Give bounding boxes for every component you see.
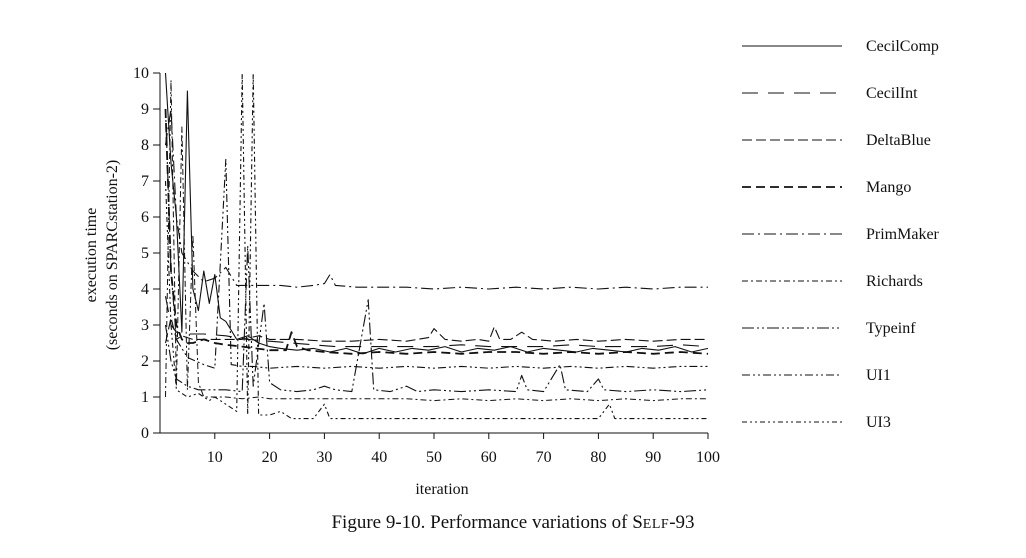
y-tick-label: 10 (133, 65, 149, 82)
caption-prefix: Figure 9-10. Performance variations of (331, 512, 633, 533)
y-tick-label: 2 (141, 353, 149, 370)
y-tick-label: 1 (141, 389, 149, 406)
figure-caption: Figure 9-10. Performance variations of S… (0, 512, 1026, 534)
legend-label-ui3: UI3 (866, 414, 891, 431)
series-line-ui3 (164, 72, 708, 420)
chart-svg: 0 1 2 3 4 5 6 7 8 9 10 10 20 30 40 50 60 70 80 90 100 CecilC… (83, 38, 940, 498)
caption-suffix: -93 (669, 512, 695, 533)
series-line-cecilint (164, 296, 709, 348)
series-line-deltablue (164, 317, 708, 344)
y-tick-label: 0 (141, 425, 149, 442)
y-tick-label: 7 (141, 173, 149, 190)
y-tick-label: 5 (141, 245, 149, 262)
series-line-richards (165, 79, 708, 402)
legend-label-primmaker: PrimMaker (866, 226, 940, 243)
legend-label-cecilcomp: CecilComp (866, 38, 939, 55)
x-tick-label: 40 (371, 449, 387, 466)
y-tick-label: 6 (141, 209, 149, 226)
x-tick-label: 70 (536, 449, 552, 466)
series-line-cecilcomp (164, 72, 709, 355)
x-tick-label: 10 (207, 449, 223, 466)
chart-axes: 0 1 2 3 4 5 6 7 8 9 10 10 20 30 40 50 60 70 80 90 100 (133, 65, 720, 466)
x-axis-title: iteration (415, 481, 468, 498)
series-line-primmaker (164, 108, 708, 290)
x-tick-label: 20 (262, 449, 278, 466)
chart-legend: CecilComp CecilInt DeltaBlue Mango PrimMaker… (742, 38, 940, 431)
y-tick-label: 4 (141, 281, 149, 298)
x-tick-label: 90 (645, 449, 661, 466)
y-axis-title-line1: execution time (83, 208, 100, 303)
legend-label-mango: Mango (866, 179, 911, 196)
series-line-mango (164, 108, 709, 355)
y-tick-label: 8 (141, 137, 149, 154)
x-tick-label: 100 (696, 449, 720, 466)
caption-sc-first: S (632, 512, 643, 533)
series-line-typeinf (164, 245, 709, 393)
legend-label-cecilint: CecilInt (866, 85, 918, 102)
chart-series-layer (164, 72, 709, 420)
legend-label-typeinf: Typeinf (866, 320, 916, 337)
y-axis-title-line2: (seconds on SPARCstation-2) (104, 160, 121, 351)
legend-label-deltablue: DeltaBlue (866, 132, 931, 149)
x-tick-label: 50 (426, 449, 442, 466)
legend-label-richards: Richards (866, 273, 923, 290)
series-line-ui1 (164, 108, 708, 369)
legend-label-ui1: UI1 (866, 367, 891, 384)
caption-sc-rest: ELF (642, 517, 670, 532)
y-tick-label: 9 (141, 101, 149, 118)
x-tick-label: 80 (590, 449, 606, 466)
x-tick-label: 60 (481, 449, 497, 466)
y-tick-label: 3 (141, 317, 149, 334)
x-tick-label: 30 (316, 449, 332, 466)
